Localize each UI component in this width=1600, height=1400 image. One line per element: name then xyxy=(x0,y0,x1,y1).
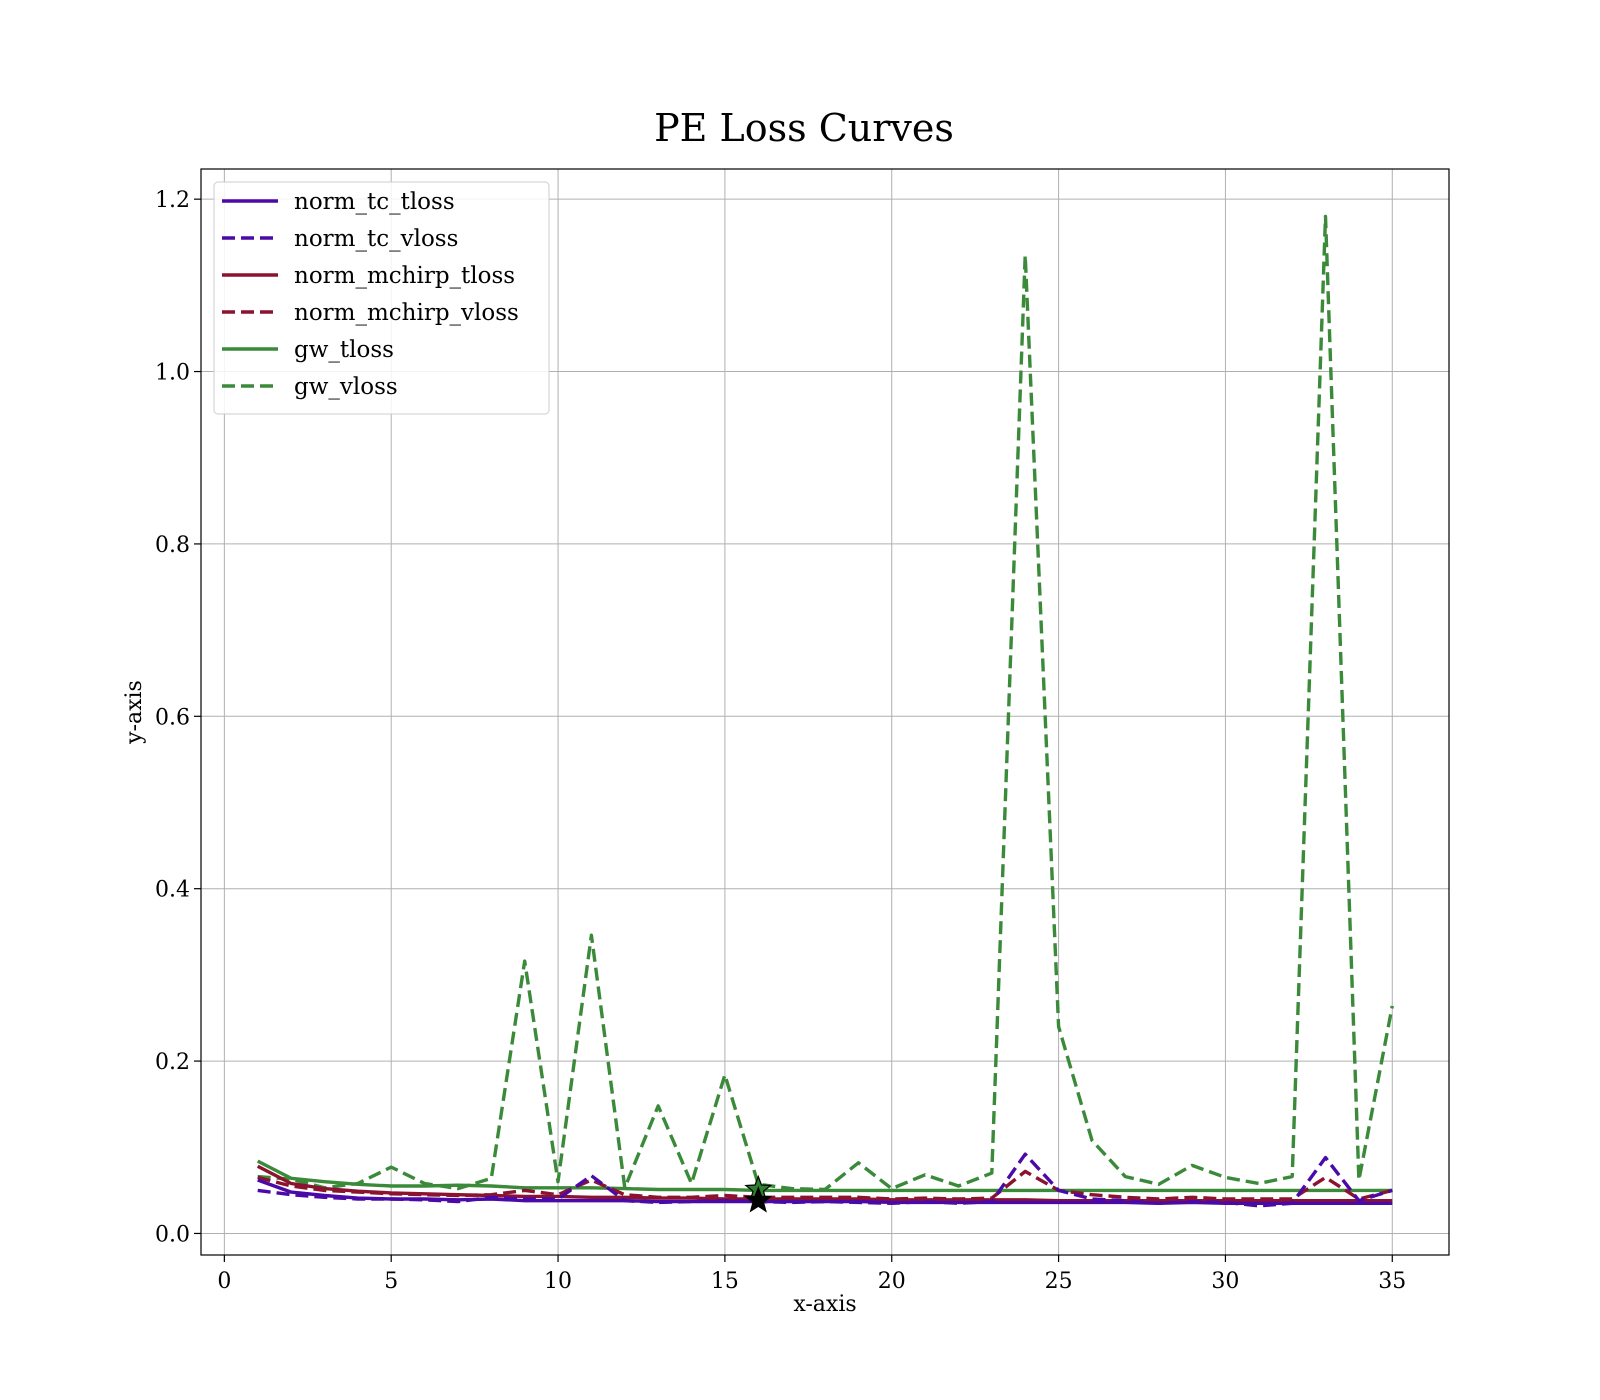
y-tick-label: 1.2 xyxy=(155,188,190,213)
x-tick-label: 5 xyxy=(384,1269,398,1294)
y-tick-label: 0.2 xyxy=(155,1050,190,1075)
legend-label: norm_tc_tloss xyxy=(294,189,455,215)
series-line-norm-mchirp-vloss xyxy=(257,1169,1393,1201)
legend-label: gw_tloss xyxy=(294,337,394,363)
x-tick-label: 35 xyxy=(1378,1269,1406,1294)
y-tick-label: 0.0 xyxy=(155,1222,190,1247)
plot-area xyxy=(256,214,1394,1208)
best-epoch-markers xyxy=(744,1174,773,1213)
y-axis-label: y-axis xyxy=(122,680,147,745)
legend-label: norm_tc_vloss xyxy=(294,226,458,252)
y-tick-label: 0.4 xyxy=(155,878,190,903)
x-tick-label: 20 xyxy=(878,1269,906,1294)
y-tick-label: 1.0 xyxy=(155,361,190,386)
legend-label: gw_vloss xyxy=(294,374,398,400)
legend-label: norm_mchirp_tloss xyxy=(294,263,515,289)
chart-title: PE Loss Curves xyxy=(654,106,954,150)
x-tick-label: 10 xyxy=(544,1269,572,1294)
series-line-norm-tc-tloss xyxy=(257,1178,1393,1206)
star-marker-icon xyxy=(744,1186,773,1213)
legend: norm_tc_tloss norm_tc_vloss norm_mchirp_tl… xyxy=(213,181,550,415)
y-tick-label: 0.8 xyxy=(155,533,190,558)
x-tick-label: 25 xyxy=(1045,1269,1073,1294)
x-axis-label: x-axis xyxy=(793,1292,856,1317)
x-tick-label: 30 xyxy=(1211,1269,1239,1294)
x-tick-label: 15 xyxy=(711,1269,739,1294)
plot-frame xyxy=(200,168,1450,1256)
legend-box xyxy=(213,181,550,415)
y-axis-ticks: 0.0 0.2 0.4 0.6 0.8 1.0 1.2 xyxy=(155,188,201,1247)
x-axis-ticks: 0 5 10 15 20 25 30 35 xyxy=(217,1255,1406,1294)
series-line-gw-tloss xyxy=(256,1159,1393,1193)
y-tick-label: 0.6 xyxy=(155,705,190,730)
x-tick-label: 0 xyxy=(217,1269,231,1294)
series-line-gw-vloss xyxy=(257,214,1394,1192)
grid xyxy=(201,169,1449,1255)
legend-label: norm_mchirp_vloss xyxy=(294,300,519,326)
